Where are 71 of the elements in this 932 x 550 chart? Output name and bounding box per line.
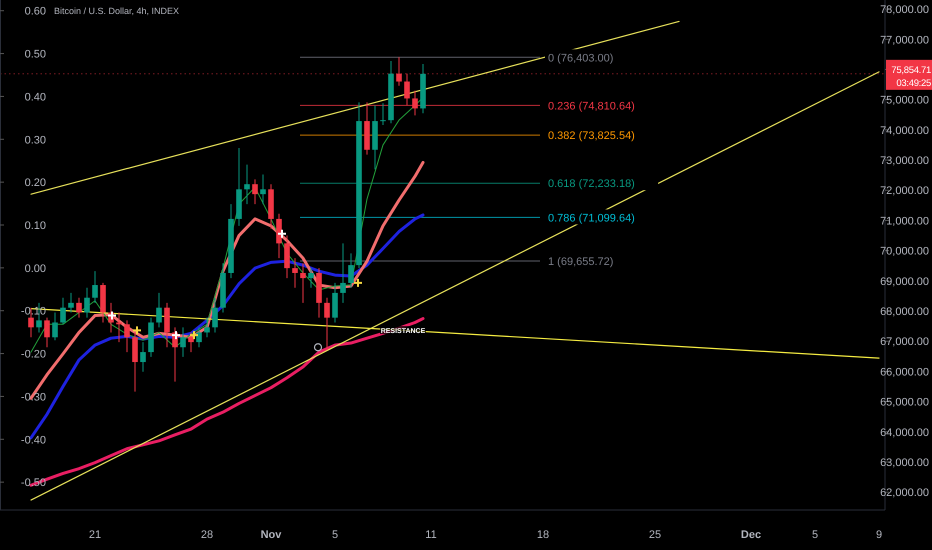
candlestick (140, 342, 146, 372)
y2-tick-label: 65,000.00 (880, 396, 929, 409)
y2-tick-label: 66,000.00 (880, 366, 929, 378)
x-tick-label: 9 (876, 529, 882, 541)
candlestick (252, 178, 258, 205)
candlestick (44, 317, 50, 348)
candlestick (308, 268, 314, 288)
y2-tick-label: 71,000.00 (880, 215, 929, 228)
y2-tick-label: 69,000.00 (880, 276, 929, 288)
ref-line-label: 0.786 (71,099.64) (548, 212, 635, 224)
candlestick (212, 297, 218, 333)
candlestick (68, 292, 74, 314)
candlestick (244, 164, 250, 205)
y2-tick-label: 75,000.00 (880, 94, 929, 107)
x-tick-label: 5 (812, 529, 818, 541)
candlestick (300, 262, 306, 304)
y-tick-label: 0.20 (24, 177, 46, 190)
y-tick-label: -0.20 (20, 348, 46, 361)
candlestick (84, 287, 90, 318)
y2-tick-label: 74,000.00 (880, 124, 929, 137)
candlestick (396, 56, 402, 86)
candlestick (380, 102, 386, 126)
y2-tick-label: 67,000.00 (880, 336, 929, 348)
candlestick (340, 242, 346, 304)
ref-line-label: 0.618 (72,233.18) (548, 178, 635, 190)
ref-line-label: 0.382 (73,825.54) (548, 130, 635, 142)
y2-tick-label: 68,000.00 (880, 306, 929, 318)
y2-tick-label: 63,000.00 (880, 456, 929, 469)
y-tick-label: -0.40 (20, 434, 46, 446)
candlestick (92, 270, 98, 304)
x-tick-label: Dec (740, 529, 762, 541)
x-tick-label: 21 (88, 529, 102, 541)
candlestick (156, 292, 162, 328)
y2-tick-label: 78,000.00 (880, 4, 929, 16)
x-tick-label: 11 (425, 529, 437, 541)
x-tick-label: 28 (200, 529, 214, 541)
candlestick (204, 317, 210, 338)
y2-tick-label: 77,000.00 (880, 34, 929, 46)
ref-line-label: 0 (76,403.00) (548, 52, 614, 64)
candlestick (116, 312, 122, 343)
y-tick-label: 0.60 (24, 6, 46, 18)
candlestick (60, 297, 66, 325)
x-tick-label: Nov (260, 529, 282, 541)
candlestick (196, 326, 202, 348)
y2-tick-label: 73,000.00 (880, 155, 929, 168)
x-tick-label: 25 (648, 529, 662, 541)
x-tick-label: 18 (536, 529, 550, 541)
y2-tick-label: 62,000.00 (880, 487, 929, 500)
x-tick-label: 5 (332, 529, 338, 541)
candlestick (188, 332, 194, 353)
text: Bitcoin / U.S. Dollar, 4h, INDEX (54, 6, 180, 16)
y-tick-label: 0.10 (24, 220, 46, 232)
y2-tick-label: 64,000.00 (880, 426, 929, 439)
ref-line-label: 1 (69,655.72) (548, 256, 614, 268)
y-tick-label: 0.40 (24, 91, 46, 104)
candlestick (180, 326, 186, 358)
candlestick (124, 320, 130, 353)
candlestick (324, 297, 330, 350)
ref-line-label: 0.236 (74,810.64) (548, 100, 635, 112)
ref-line-label: 75,854.71 (891, 64, 931, 76)
text: 03:49:25 (896, 78, 931, 89)
candlestick (76, 297, 82, 318)
candlestick (348, 252, 354, 288)
candlestick (260, 174, 266, 205)
y2-tick-label: 70,000.00 (880, 246, 929, 258)
y-tick-label: 0.50 (24, 48, 46, 61)
y2-tick-label: 72,000.00 (880, 185, 929, 198)
candlestick (52, 312, 58, 341)
candlestick (292, 258, 298, 288)
y-tick-label: 0.00 (24, 262, 46, 275)
y-tick-label: 0.30 (24, 134, 46, 146)
